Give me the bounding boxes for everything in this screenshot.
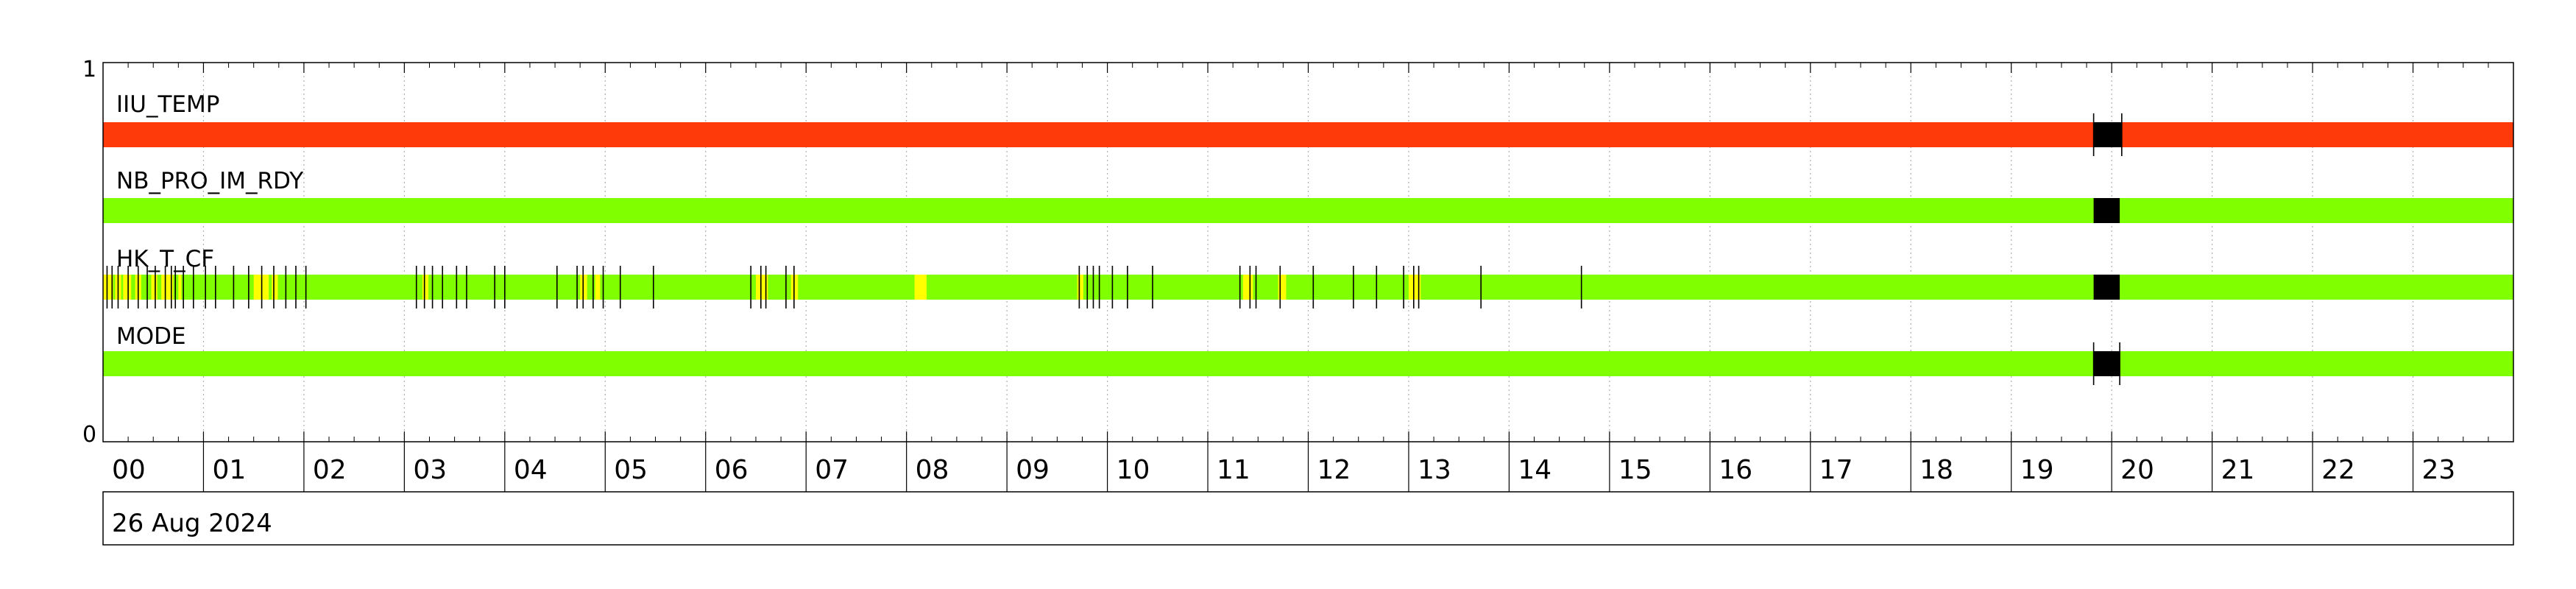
series-bar-nb_pro_im_rdy — [103, 198, 2513, 223]
series-mode: MODE — [103, 323, 2513, 385]
series-segment-yellow — [422, 275, 429, 300]
x-tick-label-01: 01 — [212, 455, 246, 485]
x-tick-label-04: 04 — [514, 455, 548, 485]
x-tick-label-17: 17 — [1819, 455, 1853, 485]
x-tick-label-12: 12 — [1317, 455, 1351, 485]
x-tick-label-21: 21 — [2221, 455, 2255, 485]
x-tick-label-20: 20 — [2120, 455, 2154, 485]
x-tick-label-02: 02 — [313, 455, 347, 485]
date-box — [102, 491, 2514, 546]
x-axis-labels: 00 01 02 03 04 05 06 07 08 09 10 11 12 13 14 15 16 17 18 19… — [112, 455, 2455, 485]
x-axis-ticks — [127, 63, 2489, 492]
x-tick-label-08: 08 — [916, 455, 949, 485]
series-segment-yellow — [595, 275, 601, 300]
x-tick-label-09: 09 — [1016, 455, 1050, 485]
x-tick-label-22: 22 — [2321, 455, 2355, 485]
series-segment-yellow — [1408, 275, 1421, 300]
series-nb_pro_im_rdy: NB_PRO_IM_RDY — [103, 168, 2513, 223]
x-tick-label-15: 15 — [1618, 455, 1652, 485]
x-tick-label-03: 03 — [413, 455, 447, 485]
series-label-nb_pro_im_rdy: NB_PRO_IM_RDY — [116, 168, 303, 194]
x-tick-label-19: 19 — [2020, 455, 2054, 485]
series-segment-yellow — [161, 275, 174, 300]
series-segment-yellow — [178, 275, 182, 300]
series-segment-black — [2093, 275, 2120, 300]
x-tick-label-18: 18 — [1919, 455, 1953, 485]
series-bar-mode — [103, 351, 2513, 376]
series-segment-yellow — [103, 275, 113, 300]
series-segment-black — [2093, 351, 2120, 376]
series-segment-yellow — [1242, 275, 1253, 300]
y-tick-label-top: 1 — [82, 57, 96, 82]
series-segment-black — [2093, 122, 2122, 147]
series-segment-yellow — [755, 275, 768, 300]
x-tick-label-14: 14 — [1518, 455, 1551, 485]
x-tick-label-05: 05 — [614, 455, 648, 485]
series-label-mode: MODE — [116, 323, 186, 350]
x-tick-label-11: 11 — [1217, 455, 1250, 485]
y-tick-label-bottom: 0 — [82, 422, 96, 448]
date-label: 26 Aug 2024 — [112, 509, 272, 538]
series-segment-yellow — [1278, 275, 1287, 300]
series-segment-black — [2093, 198, 2120, 223]
x-tick-label-07: 07 — [815, 455, 849, 485]
series-iiu_temp: IIU_TEMP — [103, 91, 2513, 156]
series-hk_t_cf: HK_T_CF — [103, 246, 2513, 308]
series-segment-yellow — [272, 275, 278, 300]
x-tick-label-23: 23 — [2422, 455, 2456, 485]
series-segment-yellow — [914, 275, 927, 300]
series-layer: IIU_TEMP NB_PRO_IM_RDY HK_T_CF MODE — [103, 91, 2513, 385]
series-bar-iiu_temp — [103, 122, 2513, 147]
series-bar-hk_t_cf — [103, 275, 2513, 300]
x-tick-label-13: 13 — [1418, 455, 1451, 485]
series-segment-yellow — [151, 275, 158, 300]
series-segment-yellow — [123, 275, 132, 300]
x-tick-label-16: 16 — [1719, 455, 1752, 485]
x-tick-label-06: 06 — [715, 455, 749, 485]
series-label-iiu_temp: IIU_TEMP — [116, 91, 219, 118]
x-tick-label-10: 10 — [1117, 455, 1150, 485]
x-tick-label-00: 00 — [112, 455, 146, 485]
series-segment-yellow — [1077, 275, 1083, 300]
